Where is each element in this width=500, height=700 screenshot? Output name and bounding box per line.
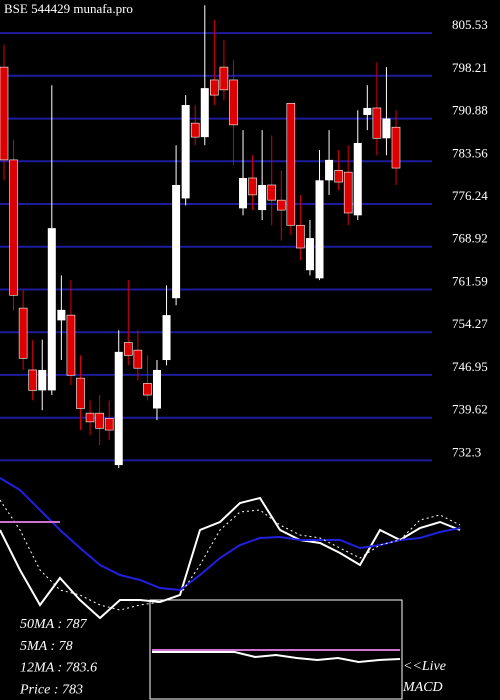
- indicator-line: [0, 496, 461, 620]
- candle-body: [9, 159, 18, 296]
- candle-body: [190, 122, 200, 138]
- y-tick-label: 783.56: [452, 145, 488, 160]
- indicator-line: [0, 499, 461, 611]
- candle-body: [172, 184, 181, 299]
- candle-body: [276, 199, 286, 211]
- y-tick-label: 746.95: [452, 359, 488, 374]
- live-label: <<Live: [403, 659, 446, 674]
- candle-body: [382, 118, 391, 139]
- candle-body: [133, 349, 143, 369]
- candle-body: [296, 224, 305, 249]
- indicator-line: [0, 477, 461, 592]
- candle-body: [123, 342, 133, 356]
- chart-title: BSE 544429 munafa.pro: [4, 1, 133, 16]
- macd-title: MACD: [402, 680, 443, 695]
- candle-body: [315, 180, 324, 279]
- candle-body: [38, 369, 47, 391]
- candle-body: [18, 307, 28, 359]
- candle-body: [391, 126, 401, 169]
- candle-body: [104, 418, 114, 431]
- y-tick-label: 805.53: [452, 17, 488, 32]
- y-tick-label: 776.24: [452, 188, 488, 203]
- candle-body: [114, 351, 123, 466]
- candle-body: [353, 142, 362, 216]
- indicator-line: [152, 651, 401, 664]
- candle-body: [76, 377, 85, 409]
- y-tick-label: 754.27: [452, 316, 488, 331]
- candle-body: [305, 238, 314, 271]
- candle-body: [47, 228, 56, 391]
- candle-body: [219, 66, 229, 91]
- candle-body: [95, 412, 104, 429]
- candle-body: [28, 369, 37, 391]
- y-tick-label: 761.59: [452, 273, 488, 288]
- ma-label: 5MA : 78: [20, 639, 73, 654]
- candle-body: [267, 184, 277, 201]
- y-tick-label: 768.92: [452, 231, 488, 246]
- y-tick-label: 790.88: [452, 103, 488, 118]
- candle-body: [258, 184, 267, 211]
- candle-body: [200, 88, 209, 138]
- ma-label: 50MA : 787: [20, 617, 88, 632]
- candle-body: [210, 79, 219, 96]
- candle-body: [363, 107, 372, 115]
- candle-body: [143, 383, 152, 396]
- candle-body: [325, 159, 334, 181]
- candle-body: [372, 107, 382, 139]
- ma-label: Price : 783: [19, 682, 83, 697]
- candle-body: [162, 315, 171, 361]
- candle-body: [0, 66, 9, 161]
- macd-box: [149, 599, 403, 700]
- candle-body: [181, 105, 190, 199]
- candle-body: [57, 309, 66, 321]
- candle-body: [85, 412, 95, 423]
- candle-body: [334, 170, 343, 183]
- candle-body: [66, 314, 76, 376]
- candle-body: [229, 79, 238, 126]
- candle-body: [286, 102, 296, 226]
- ma-label: 12MA : 783.6: [20, 661, 97, 676]
- candle-body: [248, 177, 257, 196]
- candle-body: [343, 171, 353, 214]
- y-tick-label: 739.62: [452, 402, 488, 417]
- candle-body: [239, 177, 248, 209]
- y-tick-label: 798.21: [452, 60, 488, 75]
- y-tick-label: 732.3: [452, 444, 481, 459]
- candle-body: [152, 369, 161, 409]
